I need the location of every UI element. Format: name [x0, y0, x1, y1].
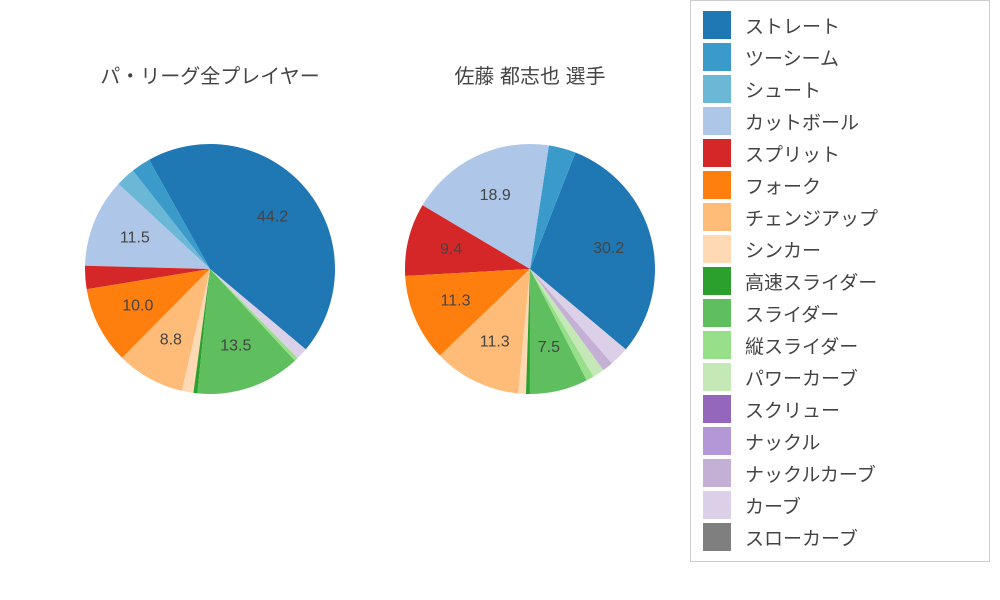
legend-swatch	[703, 395, 731, 423]
legend-label: ナックル	[745, 428, 820, 455]
legend-swatch	[703, 139, 731, 167]
legend-label: スライダー	[745, 300, 839, 327]
legend-swatch	[703, 491, 731, 519]
pie-slice-label: 7.5	[538, 339, 560, 356]
legend-label: スローカーブ	[745, 524, 858, 551]
legend-item: ツーシーム	[703, 41, 977, 73]
legend-item: ストレート	[703, 9, 977, 41]
pie-left-title: パ・リーグ全プレイヤー	[60, 60, 360, 89]
legend-swatch	[703, 523, 731, 551]
pie-slice-label: 11.3	[441, 293, 471, 310]
legend-swatch	[703, 43, 731, 71]
legend-swatch	[703, 459, 731, 487]
pie-slice-label: 30.2	[593, 240, 624, 257]
legend-item: チェンジアップ	[703, 201, 977, 233]
pie-left-container: パ・リーグ全プレイヤー 44.2 11.5 10.0 8.8 13.5	[60, 60, 360, 409]
legend-label: シンカー	[745, 236, 821, 263]
pie-slice-label: 9.4	[440, 241, 462, 258]
legend-label: シュート	[745, 76, 821, 103]
legend-swatch	[703, 427, 731, 455]
pie-slice-label: 13.5	[220, 337, 251, 354]
legend-swatch	[703, 11, 731, 39]
pie-right-title: 佐藤 都志也 選手	[380, 60, 680, 89]
pie-right-svg: 30.2 18.9 9.4 11.3 11.3 7.5	[390, 129, 670, 409]
legend-item: スローカーブ	[703, 521, 977, 553]
legend-swatch	[703, 75, 731, 103]
legend-swatch	[703, 299, 731, 327]
pie-slice-label: 44.2	[257, 209, 288, 226]
pie-slice-label: 8.8	[160, 331, 182, 348]
legend-label: チェンジアップ	[745, 204, 878, 231]
legend-swatch	[703, 107, 731, 135]
legend-swatch	[703, 171, 731, 199]
legend-item: パワーカーブ	[703, 361, 977, 393]
legend-swatch	[703, 363, 731, 391]
legend-item: フォーク	[703, 169, 977, 201]
pie-slice-label: 11.5	[120, 230, 150, 247]
legend-label: カーブ	[745, 492, 801, 519]
legend-label: カットボール	[745, 108, 859, 135]
legend-label: ツーシーム	[745, 44, 839, 71]
pie-slice-label: 10.0	[122, 298, 153, 315]
legend-label: スプリット	[745, 140, 840, 167]
legend-label: 高速スライダー	[745, 268, 877, 295]
chart-area: パ・リーグ全プレイヤー 44.2 11.5 10.0 8.8 13.5 佐藤 都志也 選…	[0, 0, 680, 600]
legend-item: 高速スライダー	[703, 265, 977, 297]
legend-item: ナックル	[703, 425, 977, 457]
legend-label: ストレート	[745, 12, 840, 39]
legend-swatch	[703, 235, 731, 263]
legend-item: カーブ	[703, 489, 977, 521]
legend-label: フォーク	[745, 172, 821, 199]
pie-slice-label: 11.3	[480, 333, 510, 350]
legend-item: スクリュー	[703, 393, 977, 425]
pie-left-svg: 44.2 11.5 10.0 8.8 13.5	[70, 129, 350, 409]
legend-item: スプリット	[703, 137, 977, 169]
pie-slice-label: 18.9	[480, 187, 511, 204]
legend-swatch	[703, 203, 731, 231]
legend-label: ナックルカーブ	[745, 460, 876, 487]
legend-label: 縦スライダー	[745, 332, 858, 359]
legend-item: ナックルカーブ	[703, 457, 977, 489]
legend-item: スライダー	[703, 297, 977, 329]
legend-item: シンカー	[703, 233, 977, 265]
legend-item: シュート	[703, 73, 977, 105]
legend-swatch	[703, 331, 731, 359]
legend-item: カットボール	[703, 105, 977, 137]
legend-item: 縦スライダー	[703, 329, 977, 361]
legend: ストレートツーシームシュートカットボールスプリットフォークチェンジアップシンカー…	[690, 0, 990, 562]
legend-label: パワーカーブ	[745, 364, 858, 391]
legend-swatch	[703, 267, 731, 295]
pie-right-container: 佐藤 都志也 選手 30.2 18.9 9.4 11.3 11.3 7.5	[380, 60, 680, 409]
legend-label: スクリュー	[745, 396, 840, 423]
